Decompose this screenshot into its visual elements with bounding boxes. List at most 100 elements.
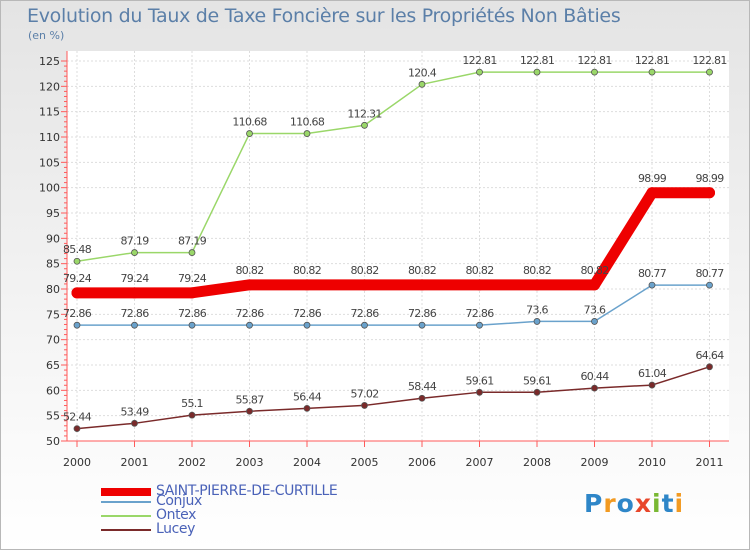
data-point-ontex: [648, 68, 656, 76]
data-point-lucey: [188, 411, 196, 419]
legend-swatch-saint-pierre: [101, 488, 151, 496]
y-tick-label: 95: [46, 207, 60, 220]
x-tick-label: 2008: [523, 456, 551, 469]
data-point-saint-pierre: [244, 279, 255, 291]
plot-area: [67, 51, 729, 441]
data-label-conjux: 73.6: [584, 303, 606, 316]
data-point-lucey: [706, 363, 713, 371]
data-label-saint-pierre: 79.24: [121, 272, 150, 285]
proxiti-logo: Proxiti: [584, 489, 685, 518]
data-label-saint-pierre: 80.82: [523, 264, 551, 277]
data-label-conjux: 72.86: [178, 307, 207, 320]
data-label-conjux: 72.86: [408, 307, 437, 320]
y-tick-label: 120: [39, 80, 60, 93]
y-tick-label: 105: [39, 156, 60, 169]
x-tick-label: 2003: [236, 456, 264, 469]
data-label-lucey: 58.44: [408, 380, 437, 393]
legend-swatch-conjux: [101, 501, 151, 503]
data-label-ontex: 87.19: [178, 235, 207, 248]
y-tick-label: 65: [46, 359, 60, 372]
data-point-saint-pierre: [531, 279, 543, 291]
data-label-conjux: 72.86: [63, 307, 92, 320]
data-label-saint-pierre: 79.24: [63, 272, 92, 285]
data-label-ontex: 122.81: [692, 54, 726, 67]
data-point-conjux: [246, 321, 253, 329]
data-label-saint-pierre: 80.82: [408, 264, 436, 277]
data-point-ontex: [188, 249, 196, 256]
data-label-lucey: 57.02: [351, 387, 379, 400]
data-label-saint-pierre: 80.82: [466, 264, 494, 277]
data-point-ontex: [418, 80, 426, 88]
data-label-saint-pierre: 98.99: [696, 172, 725, 185]
y-tick-label: 75: [46, 308, 60, 321]
data-point-conjux: [418, 321, 426, 329]
data-label-lucey: 56.44: [293, 390, 322, 403]
data-point-lucey: [73, 425, 81, 433]
legend-swatch-ontex: [101, 515, 151, 517]
data-label-saint-pierre: 98.99: [638, 172, 667, 185]
data-point-lucey: [361, 402, 368, 409]
data-label-conjux: 72.86: [466, 307, 495, 320]
data-point-ontex: [476, 68, 483, 76]
data-point-ontex: [246, 130, 253, 137]
data-point-lucey: [131, 419, 138, 427]
legend-label-conjux: Conjux: [156, 493, 202, 509]
y-tick-label: 90: [46, 232, 60, 245]
data-label-lucey: 61.04: [638, 367, 667, 380]
data-label-saint-pierre: 80.82: [351, 264, 379, 277]
data-label-conjux: 72.86: [121, 307, 150, 320]
x-tick-label: 2005: [351, 456, 379, 469]
data-label-ontex: 110.68: [290, 116, 325, 129]
data-label-ontex: 110.68: [232, 116, 267, 129]
x-tick-label: 2007: [466, 456, 494, 469]
data-label-conjux: 73.6: [526, 303, 548, 316]
x-tick-label: 2009: [581, 456, 609, 469]
x-tick-label: 2002: [178, 456, 206, 469]
legend-label-lucey: Lucey: [156, 521, 196, 537]
y-tick-label: 60: [46, 384, 60, 397]
data-label-conjux: 72.86: [236, 307, 265, 320]
data-point-saint-pierre: [416, 279, 428, 291]
data-point-lucey: [533, 388, 541, 396]
y-tick-label: 100: [39, 182, 60, 195]
y-tick-label: 115: [39, 106, 60, 119]
series-line-saint-pierre: [71, 187, 715, 299]
data-point-saint-pierre: [646, 187, 658, 199]
x-tick-label: 2000: [63, 456, 91, 469]
data-point-saint-pierre: [129, 287, 140, 299]
data-label-ontex: 122.81: [577, 54, 611, 67]
data-label-conjux: 72.86: [293, 307, 322, 320]
data-point-saint-pierre: [359, 279, 370, 291]
data-point-saint-pierre: [71, 287, 83, 299]
x-tick-label: 2006: [408, 456, 436, 469]
y-tick-label: 55: [46, 410, 60, 423]
data-point-lucey: [246, 407, 253, 415]
data-label-ontex: 122.81: [635, 54, 669, 67]
x-tick-label: 2001: [121, 456, 149, 469]
data-point-saint-pierre: [589, 279, 600, 291]
data-label-conjux: 80.77: [638, 267, 667, 280]
data-label-saint-pierre: 80.82: [581, 264, 609, 277]
y-tick-label: 80: [46, 283, 60, 296]
data-label-conjux: 80.77: [696, 267, 725, 280]
data-label-conjux: 72.86: [351, 307, 380, 320]
data-point-conjux: [533, 318, 541, 325]
chart-title: Evolution du Taux de Taxe Foncière sur l…: [27, 5, 621, 27]
data-label-lucey: 53.49: [121, 405, 150, 418]
data-point-lucey: [648, 381, 656, 389]
y-axis-unit-label: (en %): [28, 29, 65, 42]
data-label-lucey: 60.44: [581, 370, 610, 383]
data-label-lucey: 55.87: [236, 393, 265, 406]
y-tick-label: 110: [39, 131, 60, 144]
y-tick-label: 125: [39, 55, 60, 68]
data-point-saint-pierre: [186, 287, 198, 299]
y-tick-label: 70: [46, 334, 60, 347]
data-point-conjux: [303, 321, 311, 329]
legend-label-ontex: Ontex: [156, 507, 197, 523]
data-label-ontex: 112.31: [347, 107, 381, 120]
data-label-ontex: 120.4: [408, 66, 437, 79]
data-point-ontex: [361, 121, 368, 129]
data-label-lucey: 59.61: [466, 374, 494, 387]
